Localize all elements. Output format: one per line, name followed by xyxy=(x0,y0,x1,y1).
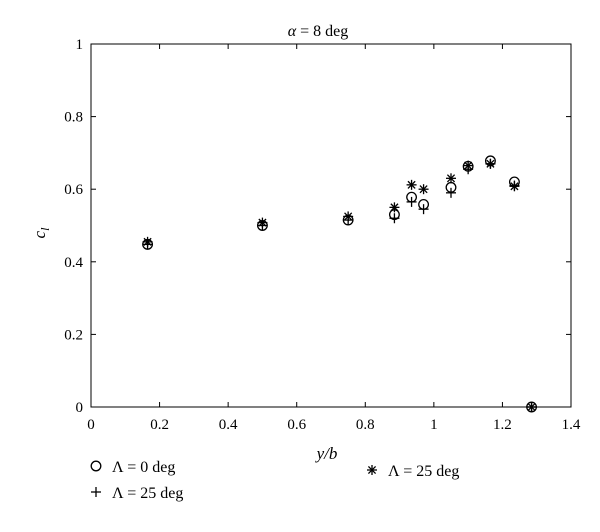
x-tick-label: 0 xyxy=(87,417,95,433)
data-point-plus xyxy=(446,187,456,198)
x-tick-label: 1.4 xyxy=(562,417,581,433)
data-point-plus xyxy=(406,196,417,207)
legend-marker-asterisk xyxy=(367,465,377,475)
x-tick-label: 0.8 xyxy=(356,417,375,433)
axis-ticks xyxy=(90,43,572,408)
x-tick-label: 0.4 xyxy=(219,417,238,433)
data-point-asterisk xyxy=(446,173,456,184)
data-point-asterisk xyxy=(509,181,520,192)
data-point-asterisk xyxy=(463,160,474,171)
x-tick-label: 0.6 xyxy=(287,417,306,433)
x-tick-label: 1.2 xyxy=(493,417,512,433)
legend-item: Λ = 25 deg xyxy=(91,485,183,502)
plot-frame xyxy=(90,43,572,408)
data-point-asterisk xyxy=(142,236,153,247)
y-tick-label: 0.6 xyxy=(64,182,83,198)
data-point-plus xyxy=(418,204,429,215)
y-tick-label: 0.4 xyxy=(64,255,83,271)
chart-title: α = 8 deg xyxy=(288,23,349,40)
y-tick-label: 0 xyxy=(76,400,84,416)
x-tick-label: 1 xyxy=(430,417,438,433)
y-axis-title: cl xyxy=(30,227,52,239)
y-tick-label: 0.8 xyxy=(64,110,83,126)
legend-item: Λ = 0 deg xyxy=(90,459,175,476)
legend-label: Λ = 25 deg xyxy=(112,485,183,502)
legend-label: Λ = 25 deg xyxy=(388,463,459,480)
legend: Λ = 0 deg Λ = 25 deg Λ = 25 deg xyxy=(90,459,459,502)
x-tick-label: 0.2 xyxy=(150,417,169,433)
axis-tick-labels: 0 0.2 0.4 0.6 0.8 1 1.2 1.4 0 0.2 0.4 0.6 0.8 1 xyxy=(64,37,581,433)
legend-marker-plus xyxy=(91,487,101,497)
legend-item: Λ = 25 deg xyxy=(367,463,459,480)
legend-marker-circle xyxy=(90,460,102,472)
data-point-asterisk xyxy=(406,179,417,190)
data-point-asterisk xyxy=(343,211,354,222)
data-points xyxy=(142,155,538,413)
data-point-asterisk xyxy=(389,202,400,213)
data-point-asterisk xyxy=(485,158,496,169)
y-tick-label: 1 xyxy=(76,37,84,53)
y-tick-label: 0.2 xyxy=(64,327,83,343)
data-point-asterisk xyxy=(257,217,268,228)
data-point-asterisk xyxy=(418,184,429,195)
x-axis-title: y/b xyxy=(315,444,338,463)
data-point-plus xyxy=(389,213,400,224)
data-point-asterisk xyxy=(526,402,537,412)
legend-label: Λ = 0 deg xyxy=(112,459,175,476)
